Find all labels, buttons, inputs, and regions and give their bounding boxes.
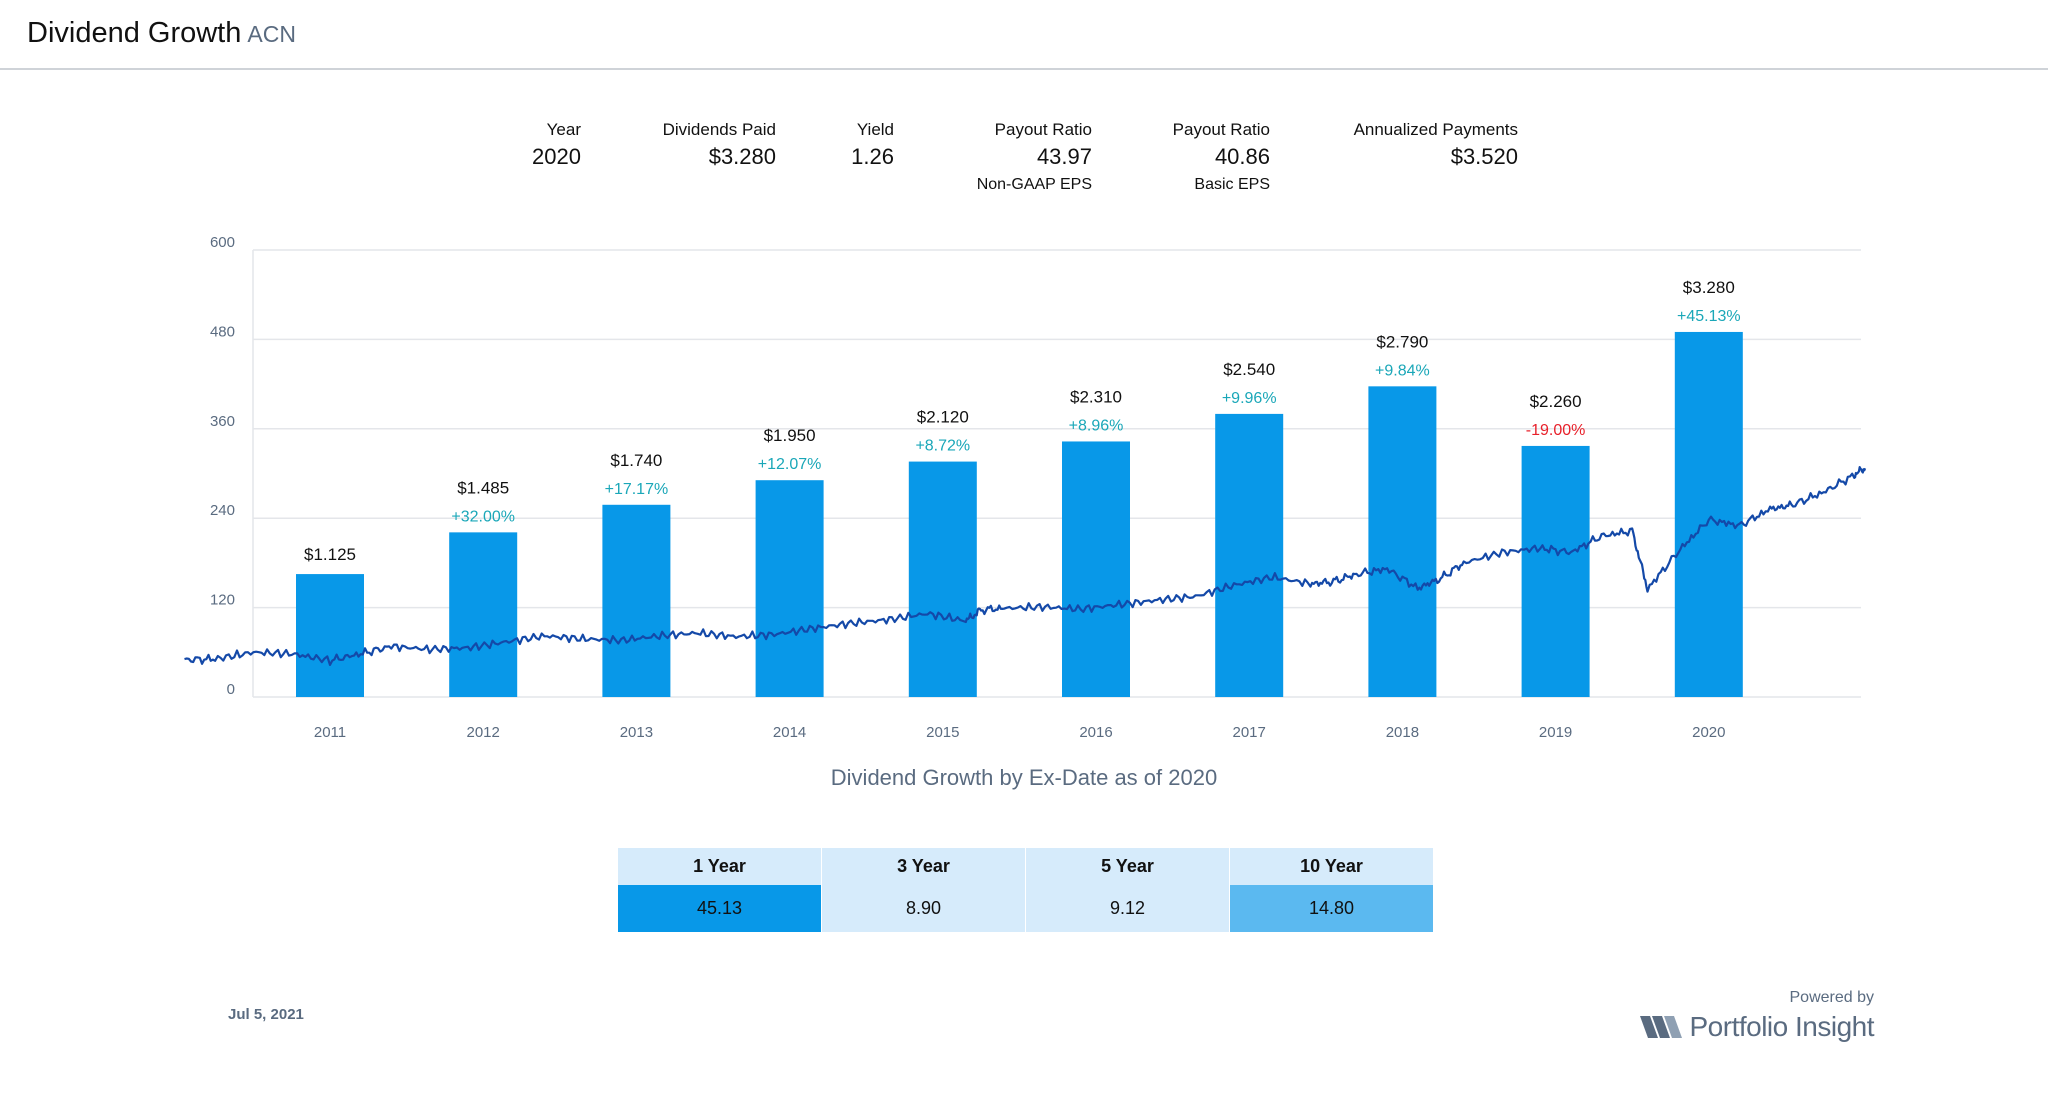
stat-label: Year [546, 120, 581, 139]
growth-label: +17.17% [605, 481, 669, 498]
x-tick-label: 2014 [773, 724, 806, 741]
bar [755, 480, 824, 697]
x-tick-label: 2019 [1539, 724, 1572, 741]
powered-by: Powered by Portfolio Insight [1639, 989, 1875, 1043]
y-tick-label: 360 [210, 413, 235, 430]
growth-value: 9.12 [1025, 885, 1230, 932]
growth-label: -19.00% [1526, 422, 1586, 439]
stat-label: Yield [856, 120, 894, 139]
stat-value: 1.26 [851, 144, 894, 169]
stat-label: Annualized Payments [1353, 120, 1518, 139]
price-line [184, 466, 1867, 666]
growth-header: 5 Year [1025, 848, 1230, 885]
page-title: Dividend Growth ACN [27, 17, 296, 50]
growth-header: 3 Year [821, 848, 1026, 885]
title-text: Dividend Growth [27, 17, 242, 49]
growth-table: 1 Year 3 Year 5 Year 10 Year 45.13 8.90 … [617, 848, 1433, 932]
growth-header: 1 Year [617, 848, 822, 885]
value-label: $2.540 [1223, 360, 1275, 379]
y-tick-label: 120 [210, 592, 235, 609]
stat-yield: Yield 1.26 [851, 118, 894, 172]
growth-label: +9.84% [1375, 362, 1430, 379]
stat-year: Year 2020 [532, 118, 581, 172]
stat-label: Dividends Paid [662, 120, 776, 139]
growth-label: +32.00% [451, 508, 515, 525]
stat-sublabel: Basic EPS [1194, 176, 1270, 193]
stat-value: 43.97 [1036, 144, 1092, 169]
bar [1368, 386, 1437, 697]
stat-value: $3.520 [1450, 144, 1518, 169]
growth-value: 14.80 [1229, 885, 1433, 932]
bar [1521, 445, 1590, 697]
stat-value: $3.280 [708, 144, 776, 169]
growth-label: +12.07% [758, 456, 822, 473]
stat-label: Payout Ratio [1172, 120, 1270, 139]
stat-value: 40.86 [1214, 144, 1270, 169]
chart-subtitle: Dividend Growth by Ex-Date as of 2020 [830, 765, 1218, 790]
bar [296, 574, 364, 697]
growth-label: +45.13% [1677, 308, 1741, 325]
value-label: $2.260 [1530, 392, 1582, 411]
stat-label: Payout Ratio [994, 120, 1092, 139]
growth-label: +8.96% [1069, 417, 1124, 434]
value-label: $1.125 [304, 545, 356, 564]
stat-payout-ratio-basic: Payout Ratio 40.86 Basic EPS [1173, 118, 1270, 198]
bar [602, 504, 671, 697]
value-label: $1.740 [610, 451, 662, 470]
bar [1062, 441, 1130, 697]
y-tick-label: 600 [210, 234, 235, 251]
value-label: $2.790 [1376, 332, 1428, 351]
powered-by-label: Powered by [1789, 989, 1875, 1006]
value-label: $2.310 [1070, 387, 1122, 406]
bar [1674, 331, 1743, 697]
x-tick-label: 2013 [620, 724, 653, 741]
y-tick-label: 0 [227, 681, 235, 698]
x-tick-label: 2011 [314, 724, 346, 741]
y-tick-label: 240 [210, 502, 235, 519]
page-header: Dividend Growth ACN [0, 0, 2048, 70]
x-tick-label: 2016 [1079, 724, 1112, 741]
stat-sublabel: Non-GAAP EPS [976, 176, 1092, 193]
value-label: $1.485 [457, 478, 509, 497]
x-tick-label: 2017 [1233, 724, 1266, 741]
ticker-symbol: ACN [247, 21, 296, 47]
dividend-chart: 0 120 240 360 480 600 $1.125 2011 +32.00% $1.485 2… [184, 234, 1867, 741]
x-tick-label: 2018 [1386, 724, 1419, 741]
bar [1215, 413, 1284, 697]
value-label: $1.950 [764, 426, 816, 445]
stat-value: 2020 [532, 144, 581, 169]
growth-label: +9.96% [1222, 390, 1277, 407]
stat-annualized-payments: Annualized Payments $3.520 [1354, 118, 1518, 172]
bar [908, 461, 977, 697]
x-tick-label: 2020 [1692, 724, 1725, 741]
stat-payout-ratio-non-gaap: Payout Ratio 43.97 Non-GAAP EPS [977, 118, 1092, 198]
growth-value-row: 45.13 8.90 9.12 14.80 [617, 885, 1433, 932]
growth-value: 8.90 [821, 885, 1026, 932]
x-tick-label: 2015 [926, 724, 959, 741]
growth-header: 10 Year [1229, 848, 1433, 885]
y-tick-label: 480 [210, 323, 235, 340]
growth-value: 45.13 [617, 885, 822, 932]
value-label: $3.280 [1683, 278, 1735, 297]
portfolio-insight-logo-icon [1639, 1016, 1682, 1038]
x-tick-label: 2012 [467, 724, 500, 741]
value-label: $2.120 [917, 408, 969, 427]
bar [449, 532, 518, 697]
brand-name: Portfolio Insight [1689, 1011, 1875, 1042]
brand: Portfolio Insight [1639, 1011, 1875, 1043]
growth-header-row: 1 Year 3 Year 5 Year 10 Year [617, 848, 1433, 885]
report-date: Jul 5, 2021 [228, 1006, 304, 1023]
growth-label: +8.72% [915, 438, 970, 455]
stat-dividends-paid: Dividends Paid $3.280 [663, 118, 776, 172]
